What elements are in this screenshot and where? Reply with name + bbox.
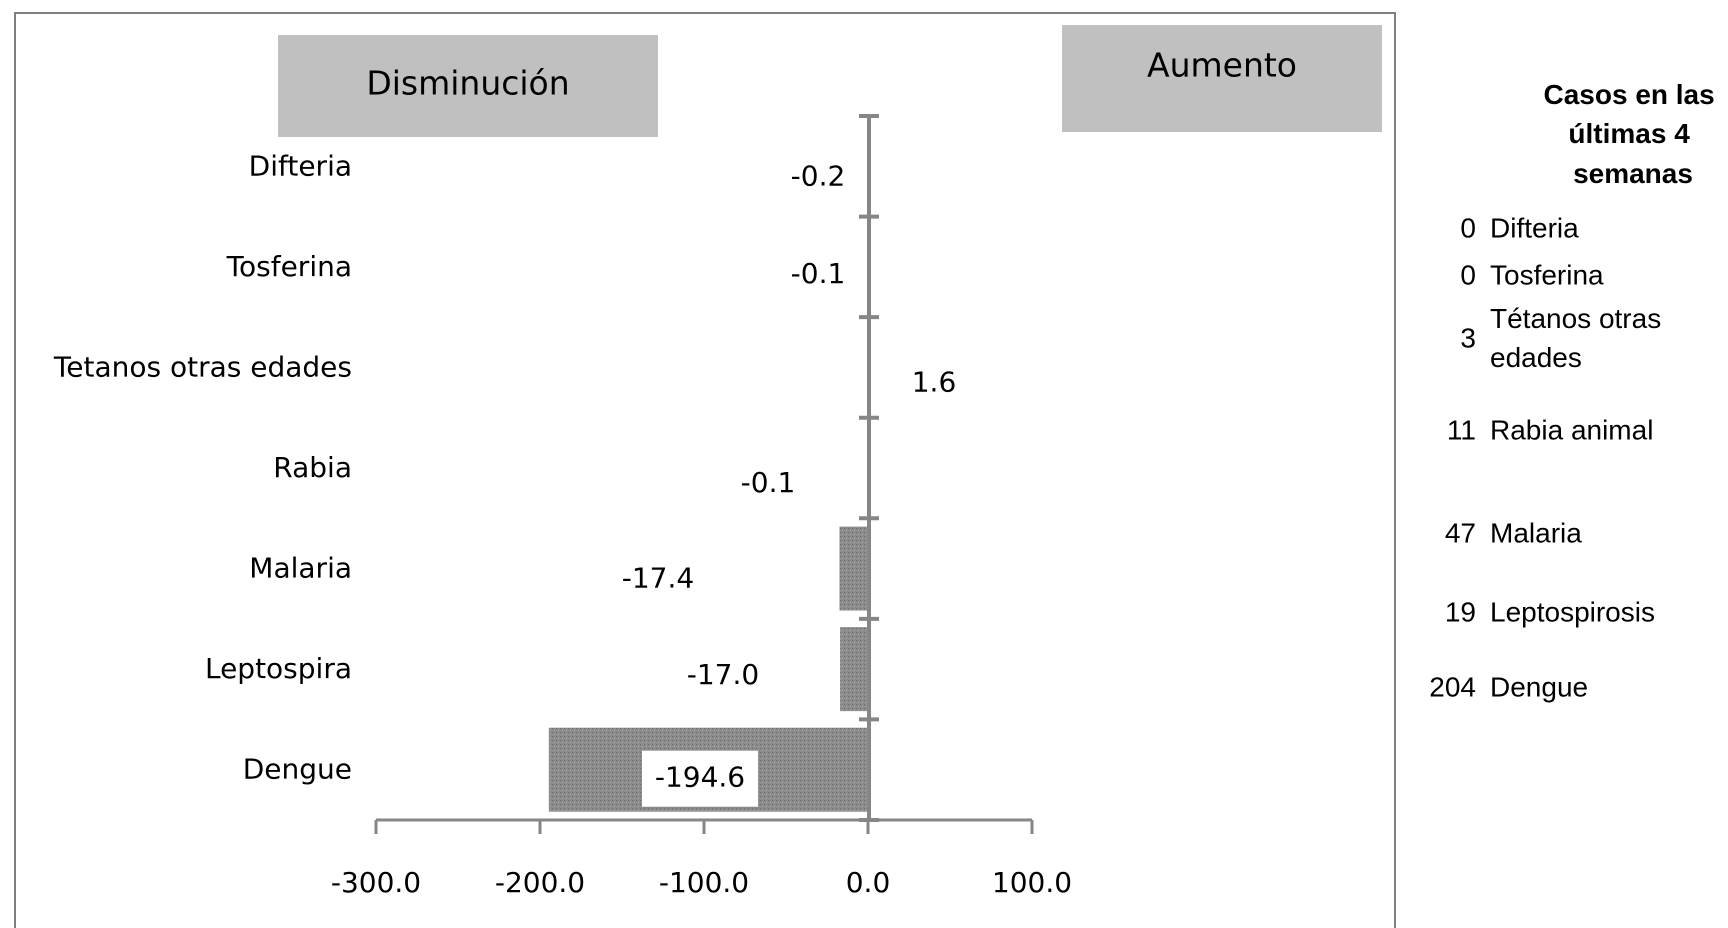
legend-decrease: Disminución	[278, 35, 658, 137]
category-label: Leptospira	[205, 652, 352, 685]
side-panel-count: 11	[1447, 414, 1476, 445]
side-panel-name: Malaria	[1490, 517, 1582, 548]
side-panel-row: 19 Leptospirosis	[1445, 596, 1655, 627]
data-label: -194.6	[655, 761, 745, 794]
side-panel-title-line: últimas 4	[1568, 118, 1690, 149]
side-panel-count: 3	[1460, 322, 1476, 353]
legend-decrease-box	[278, 35, 658, 137]
legend-increase-label: Aumento	[1147, 46, 1297, 85]
x-tick-label: -300.0	[331, 866, 421, 899]
side-panel-row: 0 Difteria	[1460, 212, 1579, 243]
side-panel-name: Dengue	[1490, 671, 1588, 702]
legend-increase-box	[1062, 25, 1382, 132]
side-panel-name: edades	[1490, 342, 1582, 373]
side-panel-name: Leptospirosis	[1490, 596, 1655, 627]
side-panel-rows: 0 Difteria 0 Tosferina 3 Tétanos otras edades 1…	[1429, 212, 1661, 702]
data-label: -17.0	[687, 658, 759, 691]
x-tick-label: -100.0	[659, 866, 749, 899]
category-label: Difteria	[249, 149, 352, 182]
data-label: 1.6	[912, 365, 957, 398]
side-panel-name: Rabia animal	[1490, 414, 1653, 445]
side-panel-title: Casos en las últimas 4 semanas	[1544, 79, 1723, 189]
side-panel-name: Difteria	[1490, 212, 1579, 243]
side-panel-name: Tosferina	[1490, 259, 1604, 290]
data-label: -0.1	[741, 466, 796, 499]
side-panel-row: 11 Rabia animal	[1447, 414, 1654, 445]
legend-decrease-label: Disminución	[366, 64, 569, 103]
data-label-box	[642, 750, 758, 807]
side-panel-count: 0	[1460, 259, 1476, 290]
data-label: -17.4	[622, 562, 694, 595]
side-panel-row: 204 Dengue	[1429, 671, 1588, 702]
category-label: Dengue	[243, 753, 352, 786]
side-panel-row: 0 Tosferina	[1460, 259, 1604, 290]
x-tick-label: 100.0	[992, 866, 1072, 899]
side-panel-name: Tétanos otras	[1490, 303, 1661, 334]
side-panel-row: 3 Tétanos otras edades	[1460, 303, 1661, 373]
axes	[374, 114, 1034, 834]
data-labels: -0.2 -0.1 1.6 -0.1 -17.4 -17.0 -194.6	[622, 159, 957, 807]
x-tick-label: 0.0	[846, 866, 891, 899]
category-label: Tetanos otras edades	[53, 350, 352, 383]
x-tick-label: -200.0	[495, 866, 585, 899]
side-panel-title-line: semanas	[1573, 158, 1693, 189]
side-panel-count: 204	[1429, 671, 1476, 702]
side-panel-title-line: Casos en las	[1544, 79, 1715, 110]
side-panel-count: 47	[1445, 517, 1476, 548]
side-panel-count: 19	[1445, 596, 1476, 627]
category-label: Malaria	[249, 552, 352, 585]
tick-labels: -300.0 -200.0 -100.0 0.0 100.0	[331, 866, 1072, 899]
category-label: Rabia	[273, 451, 352, 484]
side-panel: Casos en las últimas 4 semanas 0 Difteria…	[1429, 79, 1723, 702]
bar-4	[839, 526, 868, 611]
side-panel-count: 0	[1460, 212, 1476, 243]
category-labels: Difteria Tosferina Tetanos otras edades Rab…	[53, 149, 352, 785]
data-label: -0.1	[791, 257, 846, 290]
bar-5	[840, 627, 868, 712]
category-label: Tosferina	[226, 250, 352, 283]
side-panel-row: 47 Malaria	[1445, 517, 1582, 548]
legend-increase: Aumento	[1062, 25, 1382, 132]
data-label: -0.2	[791, 159, 846, 192]
